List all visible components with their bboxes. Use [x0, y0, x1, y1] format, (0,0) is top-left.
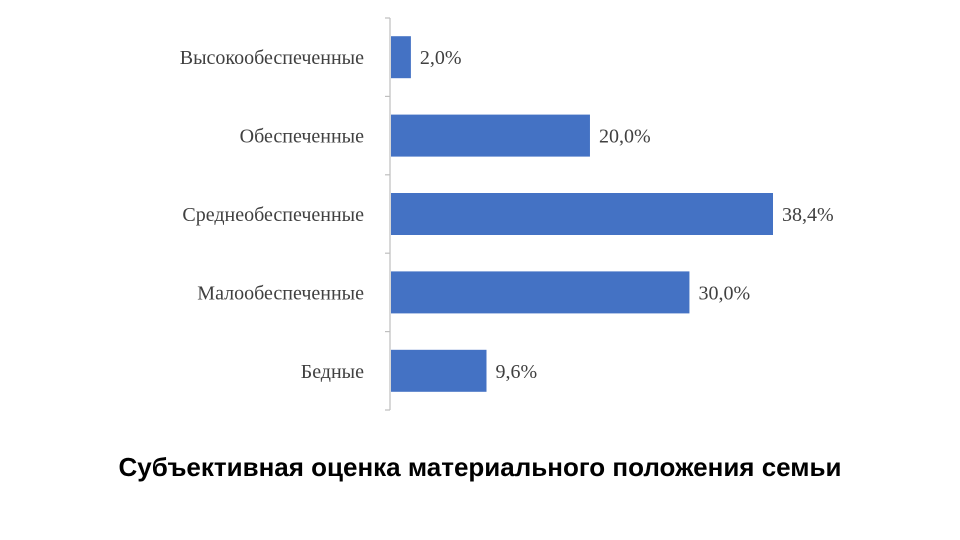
category-label: Обеспеченные	[240, 126, 364, 148]
category-label: Высокообеспеченные	[180, 47, 364, 69]
value-labels-group: 2,0% 20,0% 38,4% 30,0% 9,6%	[420, 47, 834, 383]
bar	[391, 114, 590, 157]
bar-chart: Высокообеспеченные Обеспеченные Среднеобес…	[180, 17, 834, 411]
value-label: 20,0%	[599, 126, 651, 148]
value-label: 38,4%	[782, 204, 834, 226]
bar	[391, 271, 690, 314]
chart-caption: Субъективная оценка материального положе…	[118, 452, 842, 482]
bar	[391, 36, 411, 79]
category-labels-group: Высокообеспеченные Обеспеченные Среднеобес…	[180, 47, 364, 383]
axis-ticks-group	[385, 17, 390, 411]
bars-group	[391, 36, 773, 392]
bar	[391, 193, 773, 235]
category-label: Малообеспеченные	[197, 282, 364, 304]
value-label: 9,6%	[496, 361, 538, 383]
value-label: 30,0%	[698, 282, 750, 304]
value-label: 2,0%	[420, 47, 462, 69]
category-label: Среднеобеспеченные	[182, 204, 364, 226]
bar	[391, 349, 487, 392]
category-label: Бедные	[301, 361, 364, 383]
